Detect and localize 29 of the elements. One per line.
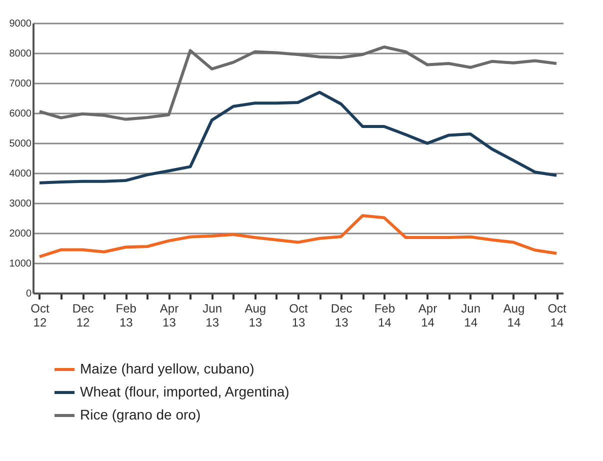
x-tick-label: Oct 13 xyxy=(289,302,308,330)
y-tick-label: 5000 xyxy=(9,138,32,150)
x-tick-label: Oct 12 xyxy=(30,302,50,330)
y-tick-label: 0 xyxy=(26,288,32,300)
x-tick-label: Jun 13 xyxy=(202,302,222,330)
y-tick-label: 8000 xyxy=(9,48,32,60)
x-tick-label: Apr 13 xyxy=(160,302,179,330)
x-tick-label: Aug 13 xyxy=(244,302,266,330)
x-tick-label: Feb 13 xyxy=(116,302,137,330)
legend-label: Maize (hard yellow, cubano) xyxy=(80,360,254,376)
x-tick-label: Jun 14 xyxy=(461,302,481,330)
x-tick-label: Apr 14 xyxy=(418,302,438,330)
y-tick-label: 1000 xyxy=(9,258,32,270)
y-tick-label: 2000 xyxy=(9,228,32,240)
line-series xyxy=(38,46,558,121)
x-tick-label: Feb 14 xyxy=(374,302,396,330)
y-tick-label: 9000 xyxy=(9,18,32,30)
x-tick-label: Oct 14 xyxy=(548,302,568,330)
x-tick-label: Dec 12 xyxy=(72,302,94,330)
legend-label: Rice (grano de oro) xyxy=(80,406,201,422)
y-tick-label: 6000 xyxy=(9,108,32,120)
y-tick-label: 7000 xyxy=(9,78,32,90)
x-tick-label: Aug 14 xyxy=(503,302,525,330)
line-series xyxy=(38,214,558,258)
y-tick-label: 4000 xyxy=(9,168,32,180)
y-tick-label: 3000 xyxy=(9,198,32,210)
line-series xyxy=(38,90,558,184)
legend-label: Wheat (flour, imported, Argentina) xyxy=(80,384,290,400)
x-tick-label: Dec 13 xyxy=(330,302,352,330)
